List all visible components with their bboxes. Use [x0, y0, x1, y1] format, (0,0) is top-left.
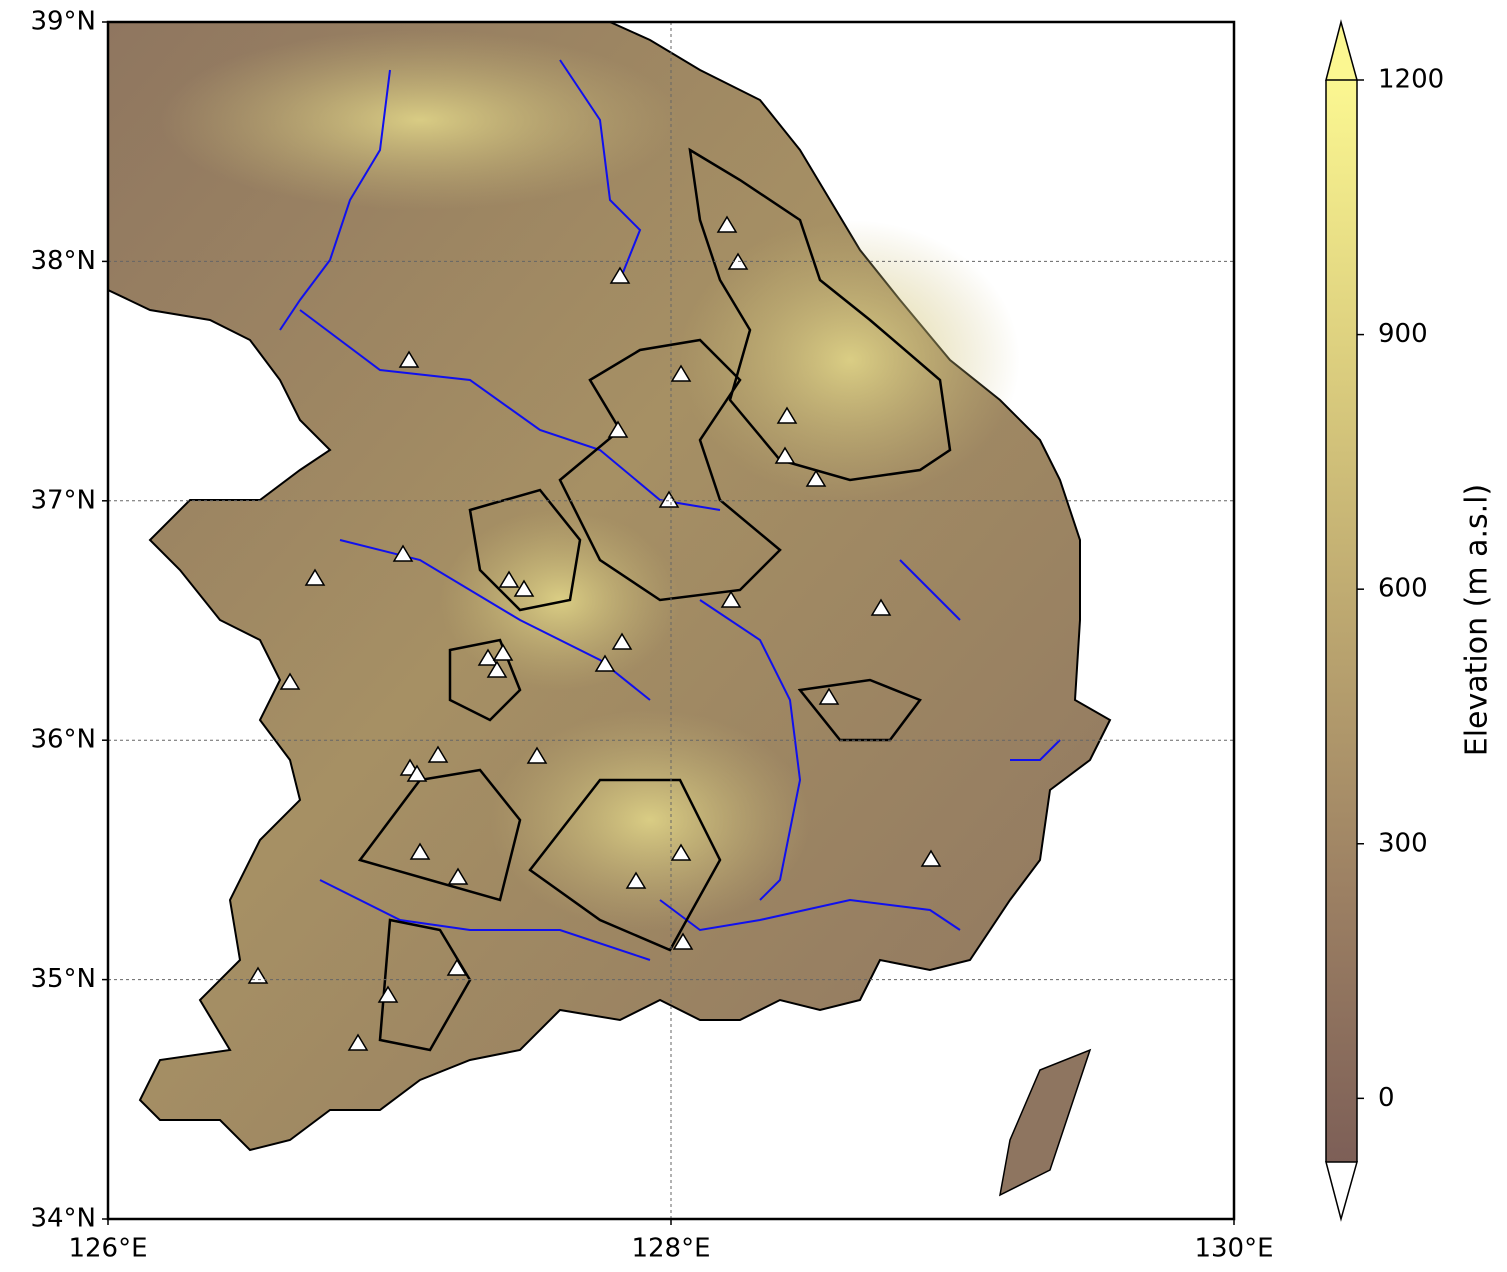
x-tick-label: 130°E — [1194, 1234, 1273, 1264]
colorbar-tick-label: 900 — [1378, 319, 1428, 349]
highland — [440, 510, 680, 690]
y-tick-label: 36°N — [30, 725, 96, 755]
rivers — [279, 59, 1061, 961]
colorbar: 0 300 600 900 1200 — [1325, 19, 1444, 1222]
y-tick-label: 35°N — [30, 964, 96, 994]
highland — [680, 220, 1020, 500]
y-tick-label: 37°N — [30, 485, 96, 515]
basins — [357, 147, 952, 1052]
highland — [490, 710, 810, 930]
colorbar-tick-label: 1200 — [1378, 65, 1444, 95]
colorbar-tick-label: 0 — [1378, 1083, 1395, 1113]
colorbar-ramp — [1326, 80, 1357, 1162]
y-tick-label: 38°N — [30, 246, 96, 276]
colorbar-extend-max — [1325, 19, 1358, 81]
colorbar-extend-min — [1325, 1161, 1358, 1222]
highland — [160, 30, 680, 210]
colorbar-tick-label: 300 — [1378, 828, 1428, 858]
map-layer — [108, 22, 1112, 1197]
x-tick-label: 128°E — [631, 1234, 710, 1264]
stations — [247, 215, 942, 1051]
y-tick-label: 39°N — [30, 7, 96, 37]
colorbar-label: Elevation (m a.s.l) — [1460, 484, 1495, 756]
y-tick-label: 34°N — [30, 1204, 96, 1234]
colorbar-tick-label: 600 — [1378, 574, 1428, 604]
colorbar-outline — [1325, 80, 1358, 1162]
island — [998, 1048, 1092, 1197]
x-tick-label: 126°E — [68, 1234, 147, 1264]
